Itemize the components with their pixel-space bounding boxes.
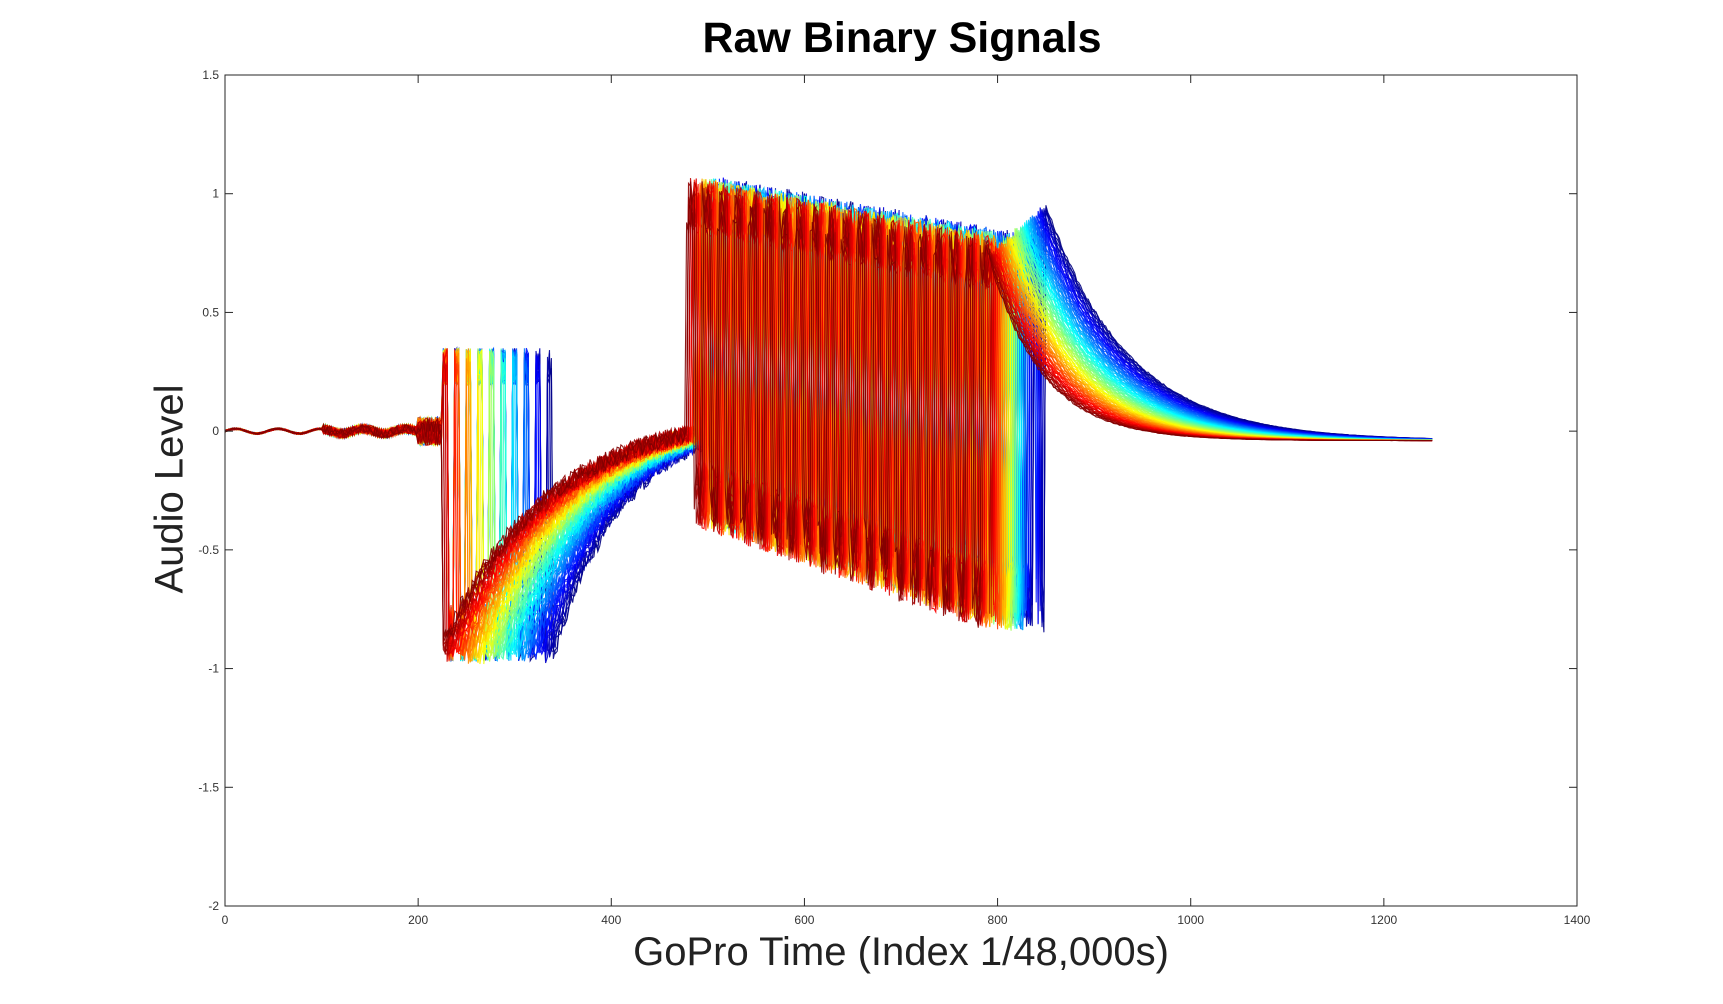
- y-tick-label: 0: [212, 424, 219, 438]
- axes-layer: 0 200 400 600 800 1000 1200 1400 1.5 1 0.5 0 -0.5 -1 -…: [198, 68, 1590, 927]
- y-tick-label: -1: [208, 662, 219, 676]
- x-tick-label: 1200: [1371, 913, 1398, 927]
- y-tick-label: 1.5: [202, 68, 219, 82]
- series-layer: [224, 177, 1433, 665]
- signal-series-100: [224, 181, 1433, 640]
- x-tick-label: 1000: [1177, 913, 1204, 927]
- x-tick-label: 0: [222, 913, 229, 927]
- x-tick-label: 800: [988, 913, 1008, 927]
- y-tick-label: -2: [208, 899, 219, 913]
- x-tick-label: 200: [408, 913, 428, 927]
- y-tick-label: 1: [212, 187, 219, 201]
- axes-box: [224, 74, 1578, 907]
- x-tick-label: 400: [601, 913, 621, 927]
- y-axis-label: Audio Level: [147, 384, 192, 594]
- x-axis-label: GoPro Time (Index 1/48,000s): [633, 930, 1169, 974]
- y-tick-label: -0.5: [198, 543, 219, 557]
- y-tick-label: 0.5: [202, 305, 219, 319]
- x-tick-label: 600: [794, 913, 814, 927]
- y-tick-label: -1.5: [198, 780, 219, 794]
- chart-title: Raw Binary Signals: [702, 14, 1102, 62]
- x-tick-label: 1400: [1564, 913, 1591, 927]
